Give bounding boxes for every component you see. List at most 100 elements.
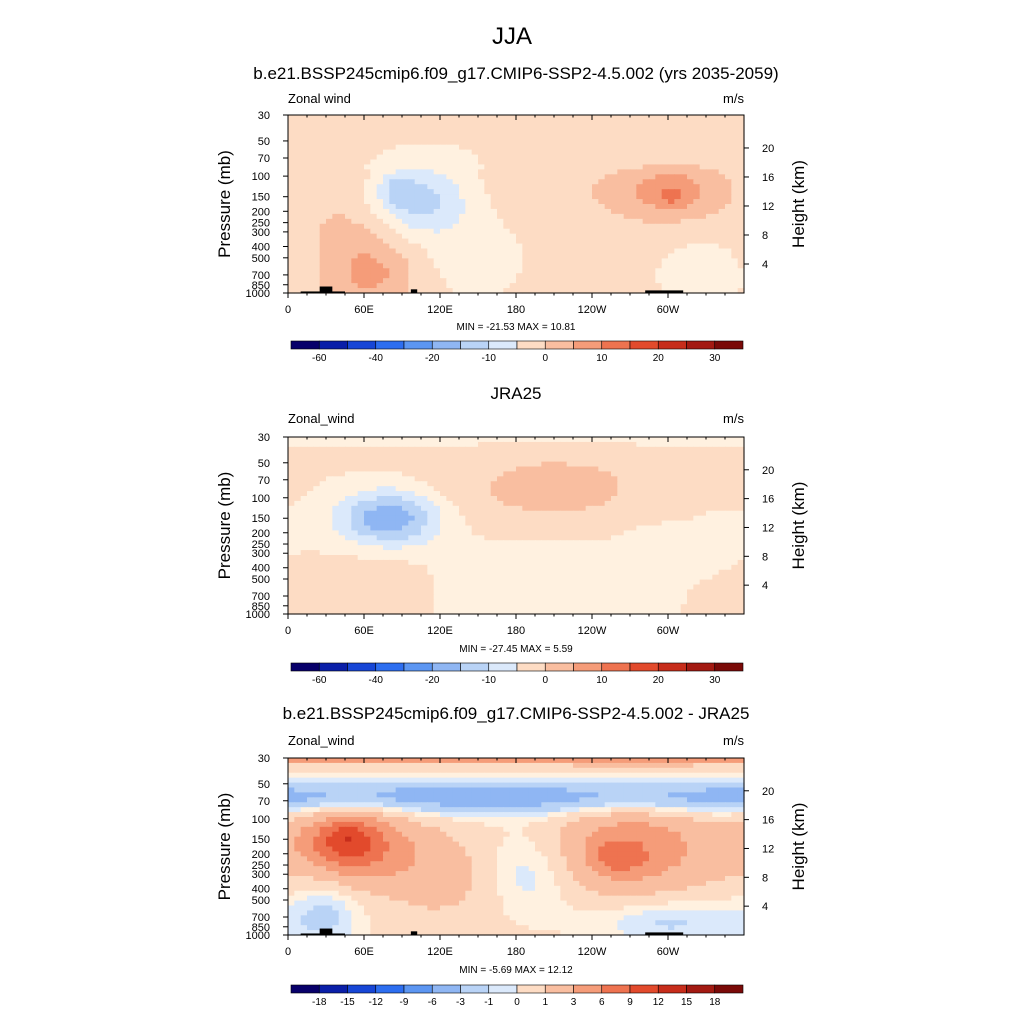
heatmap-cell: [547, 486, 555, 492]
heatmap-cell: [338, 124, 346, 131]
heatmap-cell: [611, 129, 618, 136]
heatmap-cell: [592, 535, 599, 541]
heatmap-cell: [598, 515, 606, 522]
heatmap-cell: [693, 491, 701, 497]
heatmap-cell: [414, 461, 422, 468]
heatmap-cell: [712, 550, 720, 556]
heatmap-cell: [497, 233, 504, 240]
heatmap-cell: [674, 461, 682, 468]
heatmap-cell: [566, 283, 574, 289]
heatmap-cell: [528, 559, 536, 566]
heatmap-cell: [294, 119, 302, 126]
heatmap-cell: [693, 278, 701, 284]
heatmap-cell: [490, 278, 498, 284]
heatmap-cell: [718, 486, 726, 492]
heatmap-cell: [731, 134, 739, 141]
heatmap-cell: [712, 500, 720, 507]
heatmap-cell: [579, 530, 587, 536]
heatmap-cell: [579, 437, 587, 443]
heatmap-cell: [706, 559, 713, 566]
heatmap-cell: [617, 154, 625, 161]
heatmap-cell: [313, 139, 321, 146]
heatmap-cell: [522, 139, 530, 146]
heatmap-cell: [623, 555, 631, 561]
heatmap-cell: [706, 283, 713, 289]
heatmap-cell: [395, 139, 403, 146]
heatmap-cell: [725, 476, 732, 482]
heatmap-cell: [509, 238, 517, 245]
heatmap-cell: [712, 520, 720, 527]
heatmap-cell: [718, 466, 726, 473]
heatmap-cell: [332, 530, 340, 536]
heatmap-cell: [706, 579, 713, 586]
heatmap-cell: [503, 555, 511, 561]
heatmap-cell: [630, 248, 637, 255]
heatmap-cell: [718, 584, 726, 591]
heatmap-cell: [326, 223, 333, 230]
heatmap-cell: [402, 218, 409, 225]
heatmap-cell: [503, 115, 511, 121]
heatmap-cell: [573, 253, 580, 259]
heatmap-cell: [357, 253, 365, 259]
heatmap-cell: [687, 515, 694, 522]
heatmap-cell: [592, 204, 599, 210]
heatmap-cell: [598, 441, 606, 448]
heatmap-cell: [402, 481, 409, 487]
heatmap-cell: [668, 139, 675, 146]
heatmap-cell: [674, 550, 682, 556]
heatmap-cell: [421, 491, 428, 497]
heatmap-cell: [680, 208, 688, 215]
heatmap-cell: [573, 535, 580, 541]
heatmap-cell: [680, 243, 688, 250]
heatmap-cell: [611, 218, 618, 225]
heatmap-cell: [668, 466, 675, 473]
heatmap-cell: [585, 258, 593, 264]
heatmap-cell: [687, 564, 694, 571]
heatmap-cell: [490, 471, 498, 477]
heatmap-cell: [326, 446, 333, 453]
heatmap-cell: [440, 574, 447, 581]
heatmap-cell: [693, 218, 701, 225]
heatmap-cell: [414, 233, 422, 240]
heatmap-cell: [585, 476, 593, 482]
heatmap-cell: [446, 238, 454, 245]
heatmap-cell: [433, 550, 441, 556]
heatmap-cell: [383, 486, 390, 492]
heatmap-cell: [592, 564, 599, 571]
heatmap-cell: [433, 154, 441, 161]
heatmap-cell: [427, 184, 435, 190]
heatmap-cell: [490, 154, 498, 161]
heatmap-cell: [604, 238, 612, 245]
heatmap-cell: [642, 441, 650, 448]
heatmap-cell: [357, 437, 365, 443]
heatmap-cell: [522, 500, 530, 507]
heatmap-cell: [725, 451, 732, 458]
heatmap-cell: [446, 288, 454, 294]
heatmap-cell: [528, 213, 536, 220]
heatmap-cell: [516, 466, 523, 473]
heatmap-cell: [389, 248, 397, 255]
heatmap-cell: [440, 164, 447, 170]
heatmap-cell: [440, 218, 447, 225]
heatmap-cell: [693, 115, 701, 121]
heatmap-cell: [509, 213, 517, 220]
heatmap-cell: [452, 115, 460, 121]
heatmap-cell: [566, 559, 574, 566]
heatmap-cell: [649, 555, 656, 561]
heatmap-cell: [617, 491, 625, 497]
heatmap-cell: [503, 471, 511, 477]
heatmap-cell: [338, 555, 346, 561]
heatmap-cell: [427, 288, 435, 294]
heatmap-cell: [319, 263, 327, 269]
heatmap-cell: [718, 228, 726, 235]
heatmap-cell: [490, 119, 498, 126]
heatmap-cell: [351, 134, 359, 141]
heatmap-cell: [446, 471, 454, 477]
heatmap-cell: [332, 273, 340, 279]
heatmap-cell: [528, 139, 536, 146]
heatmap-cell: [687, 223, 694, 230]
heatmap-cell: [516, 134, 523, 141]
heatmap-cell: [528, 144, 536, 151]
heatmap-cell: [459, 466, 466, 473]
heatmap-cell: [674, 530, 682, 536]
